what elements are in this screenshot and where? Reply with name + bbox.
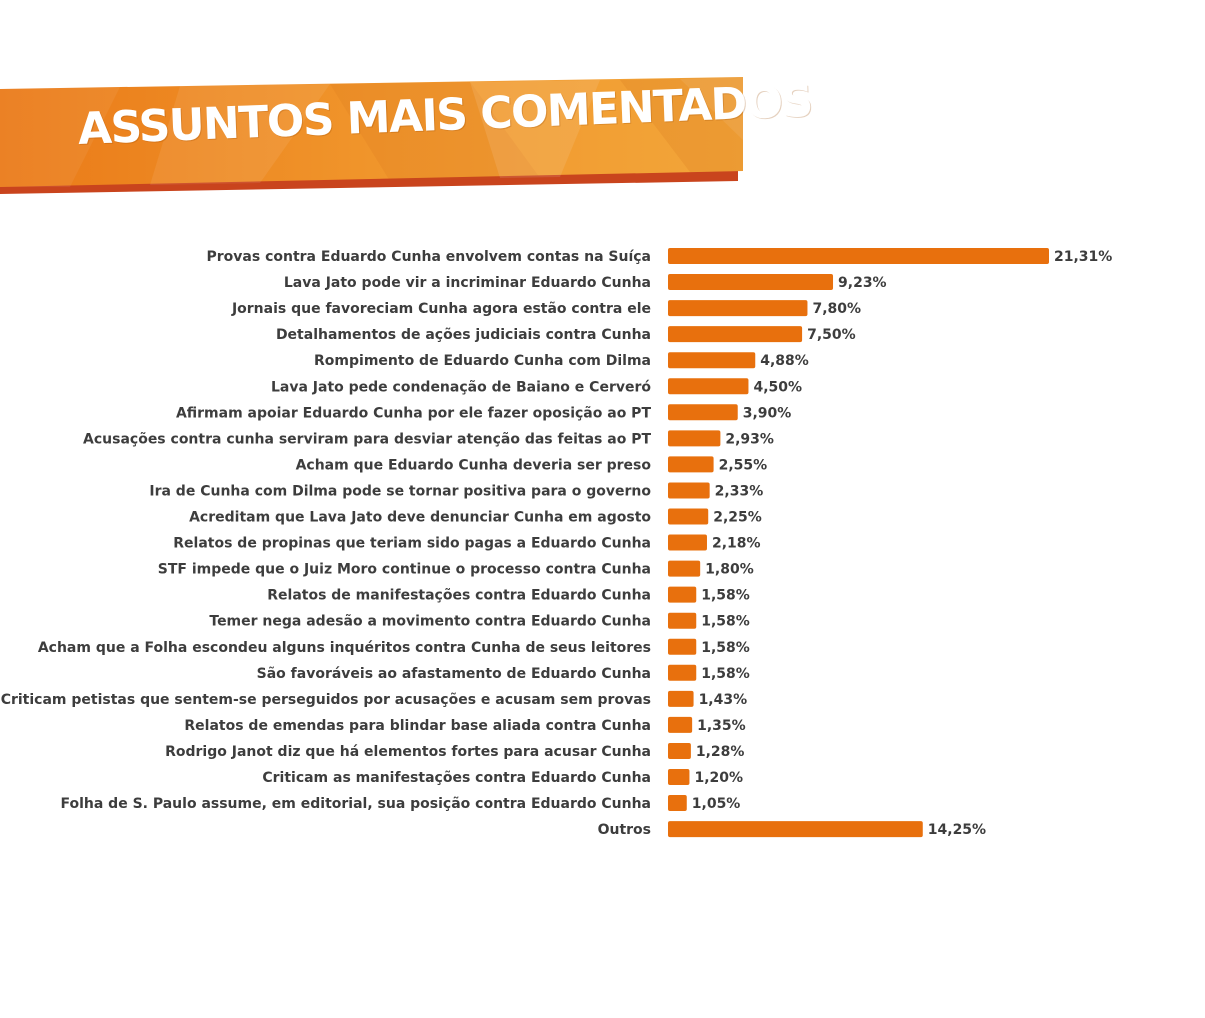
bar xyxy=(668,769,690,785)
value-label: 4,88% xyxy=(760,353,809,369)
value-label: 2,93% xyxy=(725,431,774,447)
value-label: 21,31% xyxy=(1054,249,1112,265)
value-label: 1,80% xyxy=(705,562,754,578)
value-label: 7,80% xyxy=(812,301,861,317)
category-label: Relatos de propinas que teriam sido paga… xyxy=(173,536,651,552)
category-label: São favoráveis ao afastamento de Eduardo… xyxy=(257,666,651,682)
bar xyxy=(668,795,687,812)
value-label: 4,50% xyxy=(753,379,802,395)
value-label: 1,58% xyxy=(701,588,750,604)
category-label: Provas contra Eduardo Cunha envolvem con… xyxy=(207,249,651,265)
value-label: 2,33% xyxy=(715,483,764,499)
category-label: Acham que a Folha escondeu alguns inquér… xyxy=(38,640,651,656)
category-label: STF impede que o Juiz Moro continue o pr… xyxy=(158,562,651,578)
category-label: Rodrigo Janot diz que há elementos forte… xyxy=(165,744,651,760)
category-label: Afirmam apoiar Eduardo Cunha por ele faz… xyxy=(176,405,652,421)
value-label: 1,28% xyxy=(696,744,745,760)
bar xyxy=(668,248,1049,264)
value-label: 2,55% xyxy=(719,457,768,473)
bar xyxy=(668,274,834,291)
category-label: Lava Jato pede condenação de Baiano e Ce… xyxy=(271,379,651,395)
value-label: 1,05% xyxy=(692,796,741,812)
value-label: 1,58% xyxy=(701,666,750,682)
category-label: Folha de S. Paulo assume, em editorial, … xyxy=(60,796,651,812)
bar xyxy=(668,586,697,603)
value-label: 1,43% xyxy=(699,692,748,708)
category-label: Outros xyxy=(598,822,651,838)
category-label: Acusações contra cunha serviram para des… xyxy=(83,431,651,447)
category-label: Relatos de emendas para blindar base ali… xyxy=(184,718,651,734)
category-label: Acham que Eduardo Cunha deveria ser pres… xyxy=(296,457,652,473)
category-label: Relatos de manifestações contra Eduardo … xyxy=(267,588,651,604)
bar xyxy=(668,508,709,525)
value-label: 14,25% xyxy=(928,822,986,838)
bar xyxy=(668,404,738,421)
bar xyxy=(668,612,697,629)
bar xyxy=(668,742,691,759)
value-label: 9,23% xyxy=(838,275,887,291)
bar xyxy=(668,534,707,551)
bar xyxy=(668,482,710,499)
category-label: Rompimento de Eduardo Cunha com Dilma xyxy=(314,353,651,369)
value-label: 2,18% xyxy=(712,536,761,552)
category-label: Jornais que favoreciam Cunha agora estão… xyxy=(231,301,651,317)
bar xyxy=(668,664,697,681)
banner-band xyxy=(0,77,743,187)
bar xyxy=(668,456,714,473)
bar xyxy=(668,378,749,395)
value-label: 1,58% xyxy=(701,614,750,630)
value-label: 1,58% xyxy=(701,640,750,656)
value-label: 1,35% xyxy=(697,718,746,734)
bar xyxy=(668,716,693,733)
bar xyxy=(668,638,697,655)
value-label: 7,50% xyxy=(807,327,856,343)
value-label: 1,20% xyxy=(694,770,743,786)
bar xyxy=(668,430,721,447)
category-label: Ira de Cunha com Dilma pode se tornar po… xyxy=(149,483,651,499)
bar xyxy=(668,560,701,577)
bar xyxy=(668,821,923,838)
category-label: Temer nega adesão a movimento contra Edu… xyxy=(209,614,651,630)
category-label: Criticam as manifestações contra Eduardo… xyxy=(262,770,651,786)
value-label: 3,90% xyxy=(743,405,792,421)
category-label: Acreditam que Lava Jato deve denunciar C… xyxy=(189,510,651,526)
bar xyxy=(668,352,756,369)
value-label: 2,25% xyxy=(713,510,762,526)
bar xyxy=(668,300,808,317)
category-label: Criticam petistas que sentem-se persegui… xyxy=(1,692,651,708)
title-banner xyxy=(0,77,743,194)
category-label: Detalhamentos de ações judiciais contra … xyxy=(276,327,651,343)
category-label: Lava Jato pode vir a incriminar Eduardo … xyxy=(284,275,651,291)
bar xyxy=(668,326,803,343)
bar xyxy=(668,690,694,707)
